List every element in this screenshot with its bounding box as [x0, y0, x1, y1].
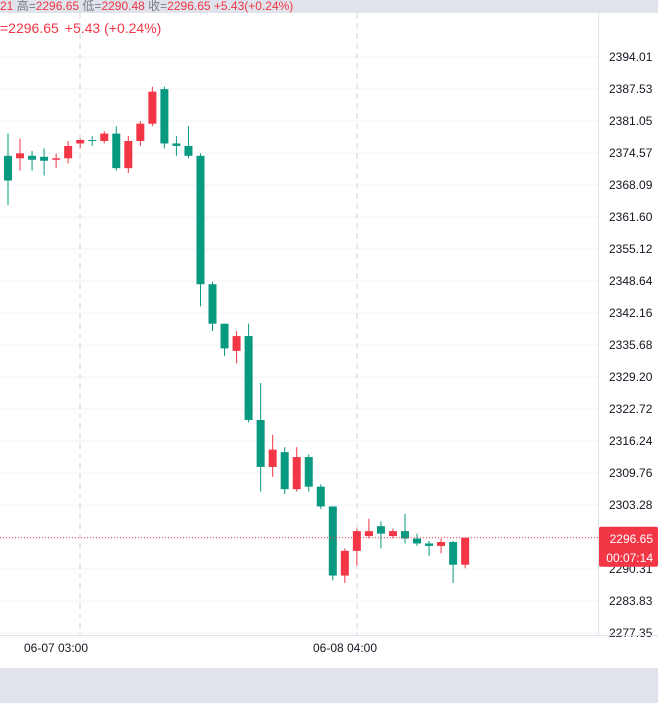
candle-body: [124, 141, 133, 169]
candle-body: [449, 541, 458, 565]
ohlc-value: +5.43(+0.24%): [210, 0, 294, 13]
y-tick-label: 2348.64: [609, 274, 653, 288]
candle-body: [4, 155, 12, 181]
candle-body: [52, 158, 61, 160]
ohlc-value: 21: [0, 0, 14, 13]
price-tag: [599, 526, 658, 567]
y-tick-label: 2368.09: [609, 178, 653, 192]
candlestick-chart[interactable]: 2394.01 2387.53 2381.05 2374.57 2368.09 2361.…: [0, 13, 658, 668]
ohlc-readout: 21 高=2296.65 低=2290.48 收=2296.65 +5.43(+…: [0, 0, 293, 13]
candle-body: [328, 506, 337, 576]
y-tick-label: 2374.57: [609, 146, 653, 160]
candle-body: [40, 156, 49, 161]
candle-body: [340, 550, 349, 576]
ohlc-value: 2290.48: [101, 0, 145, 13]
y-tick-label: 2309.76: [609, 466, 653, 480]
price-legend: =2296.65 +5.43 (+0.24%): [0, 20, 167, 36]
candle-body: [148, 91, 157, 124]
ohlc-value: 2296.65: [167, 0, 211, 13]
candle-body: [112, 133, 121, 169]
candle-body: [16, 153, 25, 159]
candle-body: [64, 145, 73, 159]
y-tick-label: 2322.72: [609, 402, 653, 416]
candle-body: [268, 449, 277, 467]
candle-body: [160, 89, 169, 144]
candle-body: [461, 537, 470, 565]
candle-body: [184, 145, 193, 156]
candle-body: [76, 140, 85, 144]
ohlc-topbar: 21 高=2296.65 低=2290.48 收=2296.65 +5.43(+…: [0, 0, 658, 13]
ohlc-key: 收=: [144, 0, 168, 13]
y-tick-label: 2329.20: [609, 370, 653, 384]
candle-body: [304, 457, 313, 487]
candle-body: [196, 155, 205, 285]
candle-body: [425, 543, 434, 546]
candle-body: [388, 531, 397, 537]
candle-body: [88, 140, 97, 142]
candle-body: [100, 133, 109, 141]
candle-body: [28, 155, 37, 160]
candle-body: [437, 541, 446, 546]
y-tick-label: 2283.83: [609, 594, 653, 608]
candle-body: [172, 143, 181, 146]
candle-body: [136, 123, 145, 141]
candle-body: [376, 526, 385, 534]
candle-body: [413, 538, 422, 544]
y-tick-label: 2342.16: [609, 306, 653, 320]
y-tick-label: 2394.01: [609, 50, 653, 64]
candle-body: [364, 531, 373, 537]
x-tick-label: 06-08 04:00: [313, 641, 377, 655]
bottom-toolbar: [0, 668, 658, 703]
y-tick-label: 2387.53: [609, 82, 653, 96]
legend-change: +5.43 (+0.24%): [64, 20, 162, 36]
candle-body: [316, 486, 325, 507]
candle-body: [220, 323, 229, 349]
candle-body: [244, 336, 253, 421]
y-tick-label: 2277.35: [609, 626, 653, 640]
candle-body: [352, 531, 361, 551]
price-tag-countdown: 00:07:14: [606, 551, 653, 565]
y-tick-label: 2303.28: [609, 498, 653, 512]
y-tick-label: 2335.68: [609, 338, 653, 352]
candle-body: [256, 420, 265, 467]
x-tick-label: 06-07 03:00: [24, 641, 88, 655]
y-tick-label: 2381.05: [609, 114, 653, 128]
candle-body: [292, 457, 301, 490]
ohlc-key: 低=: [79, 0, 102, 13]
candle-body: [400, 531, 409, 539]
price-tag-value: 2296.65: [610, 532, 654, 546]
ohlc-value: 2296.65: [35, 0, 80, 13]
ohlc-key: 高=: [13, 0, 36, 13]
y-tick-label: 2316.24: [609, 434, 653, 448]
candle-body: [208, 284, 217, 324]
y-tick-label: 2355.12: [609, 242, 653, 256]
legend-value: =2296.65: [0, 20, 59, 36]
y-tick-label: 2361.60: [609, 210, 653, 224]
candle-body: [232, 336, 241, 351]
candle-body: [280, 452, 289, 490]
